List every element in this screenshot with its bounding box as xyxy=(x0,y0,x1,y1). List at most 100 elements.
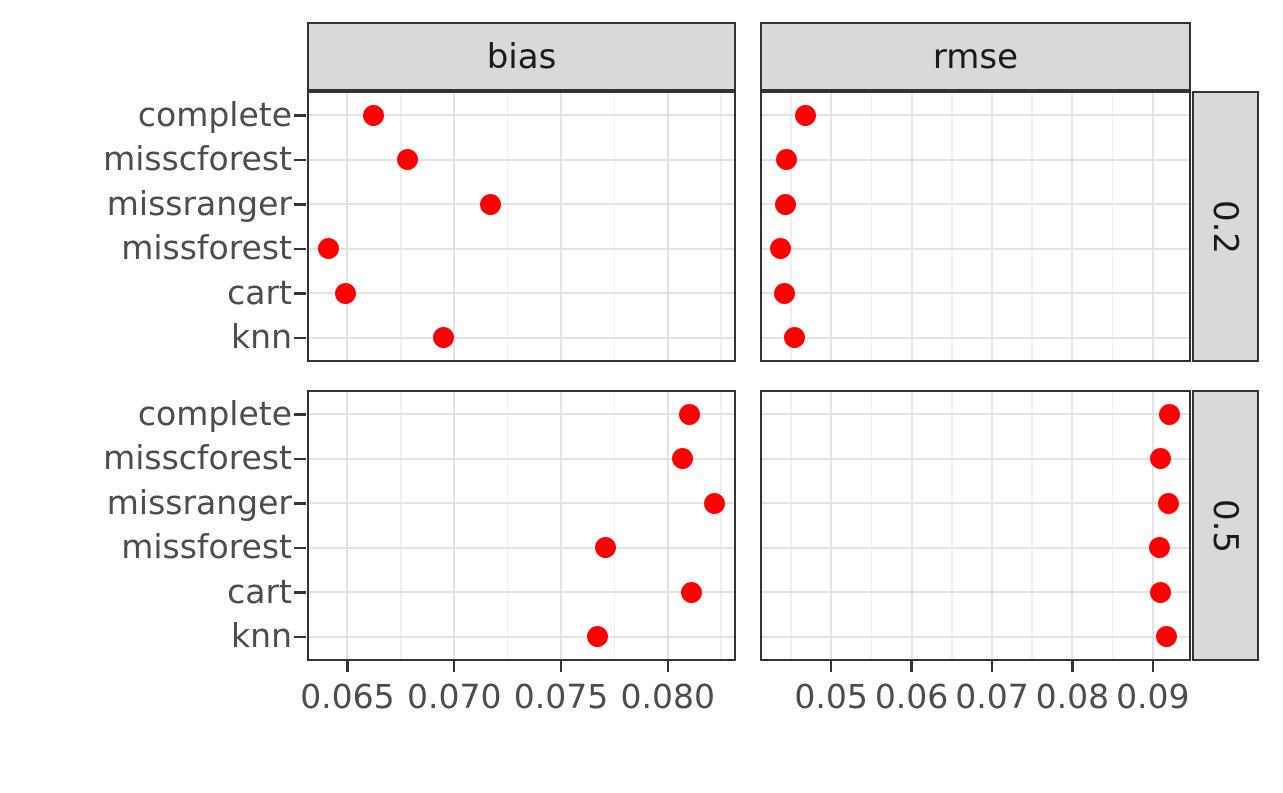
grid-major-horizontal xyxy=(309,457,734,460)
facet-column-strip-rmse: rmse xyxy=(760,22,1191,91)
data-point-missforest xyxy=(769,238,791,260)
y-axis-tick-missforest xyxy=(294,546,306,549)
x-axis-tick-rmse-0.05 xyxy=(829,660,833,672)
grid-minor-vertical xyxy=(400,93,402,360)
panel-rmse-0.2 xyxy=(760,91,1191,362)
data-point-complete xyxy=(362,104,384,126)
x-axis-label-rmse-0.06: 0.06 xyxy=(874,677,949,716)
grid-major-vertical xyxy=(830,392,833,659)
grid-major-horizontal xyxy=(309,413,734,416)
x-axis-tick-bias-0.065 xyxy=(346,660,349,672)
grid-minor-vertical xyxy=(506,93,509,360)
data-point-cart xyxy=(1150,581,1172,603)
panel-rmse-0.5 xyxy=(760,390,1191,661)
y-axis-label-cart: cart xyxy=(227,571,292,611)
y-axis-label-missranger: missranger xyxy=(106,482,292,522)
data-point-complete xyxy=(794,104,816,126)
grid-major-vertical xyxy=(346,392,349,659)
y-axis-label-knn: knn xyxy=(231,616,292,656)
grid-minor-vertical xyxy=(951,392,953,659)
x-axis-label-bias-0.080: 0.080 xyxy=(620,677,716,716)
grid-major-vertical xyxy=(560,392,562,659)
y-axis-tick-cart xyxy=(294,292,306,295)
grid-major-horizontal xyxy=(762,502,1189,505)
grid-major-horizontal xyxy=(762,292,1189,295)
grid-major-horizontal xyxy=(309,502,734,505)
y-axis-tick-complete xyxy=(294,413,306,416)
x-axis-tick-bias-0.070 xyxy=(452,660,456,672)
grid-major-horizontal xyxy=(309,114,734,117)
grid-major-horizontal xyxy=(309,635,734,638)
grid-major-horizontal xyxy=(309,158,734,161)
grid-major-vertical xyxy=(1071,392,1074,659)
grid-major-horizontal xyxy=(762,635,1189,638)
x-axis-label-rmse-0.08: 0.08 xyxy=(1035,677,1110,716)
x-axis-label-bias-0.070: 0.070 xyxy=(406,677,502,716)
grid-major-horizontal xyxy=(762,413,1189,416)
facet-column-label-rmse: rmse xyxy=(932,36,1019,77)
y-axis-label-misscforest: misscforest xyxy=(103,139,292,179)
y-axis-tick-cart xyxy=(294,591,306,594)
grid-minor-vertical xyxy=(613,93,616,360)
grid-minor-vertical xyxy=(613,392,616,659)
grid-minor-vertical xyxy=(1111,93,1114,360)
y-axis-label-missforest: missforest xyxy=(121,527,292,567)
grid-major-horizontal xyxy=(309,336,734,339)
grid-minor-vertical xyxy=(790,93,792,360)
panel-bias-0.5 xyxy=(307,390,736,661)
data-point-misscforest xyxy=(396,149,418,171)
grid-major-horizontal xyxy=(309,247,734,250)
grid-minor-vertical xyxy=(870,93,873,360)
y-axis-label-missforest: missforest xyxy=(121,228,292,268)
data-point-cart xyxy=(334,282,356,304)
grid-major-horizontal xyxy=(762,158,1189,161)
grid-major-horizontal xyxy=(762,457,1189,460)
x-axis-tick-rmse-0.08 xyxy=(1071,660,1074,672)
data-point-cart xyxy=(680,581,702,603)
data-point-missforest xyxy=(595,537,617,559)
data-point-misscforest xyxy=(672,448,694,470)
grid-minor-vertical xyxy=(720,93,722,360)
grid-minor-vertical xyxy=(400,392,402,659)
data-point-misscforest xyxy=(1149,448,1171,470)
grid-minor-vertical xyxy=(1031,93,1033,360)
x-axis-label-bias-0.075: 0.075 xyxy=(513,677,609,716)
data-point-knn xyxy=(586,626,608,648)
x-axis-label-rmse-0.05: 0.05 xyxy=(794,677,868,716)
y-axis-tick-knn xyxy=(294,635,306,638)
data-point-complete xyxy=(678,403,700,425)
grid-minor-vertical xyxy=(1031,392,1033,659)
y-axis-label-complete: complete xyxy=(137,393,292,433)
grid-major-vertical xyxy=(666,93,669,360)
x-axis-label-bias-0.065: 0.065 xyxy=(300,677,395,716)
grid-major-vertical xyxy=(910,93,913,360)
data-point-knn xyxy=(1155,626,1177,648)
grid-major-vertical xyxy=(990,93,993,360)
facet-row-strip-0.2: 0.2 xyxy=(1192,91,1259,362)
facet-column-strip-bias: bias xyxy=(307,22,736,91)
x-axis-tick-bias-0.075 xyxy=(559,660,563,672)
y-axis-tick-misscforest xyxy=(294,457,306,460)
facet-column-label-bias: bias xyxy=(486,36,557,77)
grid-major-vertical xyxy=(830,93,833,360)
grid-major-vertical xyxy=(560,93,562,360)
grid-major-vertical xyxy=(1151,392,1154,659)
data-point-missforest xyxy=(317,238,339,260)
grid-major-horizontal xyxy=(762,336,1189,339)
grid-major-vertical xyxy=(990,392,993,659)
x-axis-tick-rmse-0.06 xyxy=(910,660,913,672)
panel-bias-0.2 xyxy=(307,91,736,362)
x-axis-label-rmse-0.07: 0.07 xyxy=(955,677,1029,716)
y-axis-label-knn: knn xyxy=(231,317,292,357)
grid-major-vertical xyxy=(910,392,913,659)
y-axis-label-cart: cart xyxy=(227,272,292,312)
data-point-knn xyxy=(433,327,455,349)
grid-major-horizontal xyxy=(309,203,734,206)
data-point-complete xyxy=(1159,403,1181,425)
grid-minor-vertical xyxy=(870,392,873,659)
x-axis-tick-rmse-0.07 xyxy=(990,660,994,672)
facet-row-label-0.2: 0.2 xyxy=(1205,199,1246,254)
grid-minor-vertical xyxy=(1111,392,1114,659)
facet-row-strip-0.5: 0.5 xyxy=(1192,390,1259,661)
